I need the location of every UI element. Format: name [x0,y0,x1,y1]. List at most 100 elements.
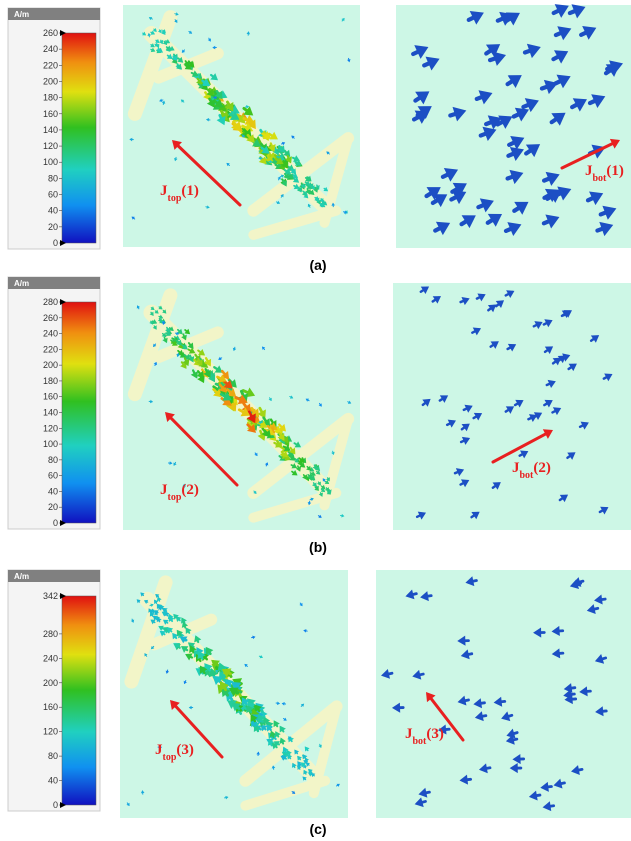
colorbar-tick-label: 180 [43,93,58,103]
field-arrow-head [166,627,174,634]
field-arrow-head [509,146,524,161]
trace-band [239,700,343,787]
field-arrow-head [327,489,332,494]
field-arrow-head [594,654,605,664]
field-arrow-head [246,119,256,130]
field-arrow-head [150,399,154,404]
field-arrow-head [284,168,292,175]
field-arrow-head [269,159,273,164]
field-arrow-head [552,407,562,416]
field-arrow-head [318,403,322,407]
field-arrow-head [318,514,322,518]
field-arrow-head [181,334,187,341]
field-arrow-head [180,362,187,369]
field-arrow-head [318,492,323,497]
field-arrow-head [250,714,258,723]
field-arrow-head [579,686,588,697]
field-arrow-head [140,790,145,794]
field-arrow-head [150,619,156,625]
field-arrow-head [326,490,332,495]
field-arrow-head [144,653,148,657]
field-arrow-head [129,137,133,142]
field-arrow-head [197,650,206,660]
field-arrow-head [257,714,266,723]
field-arrow-head [289,395,294,399]
field-arrow-head [206,88,214,97]
colorbar-tick-label: 60 [48,471,58,481]
field-arrow-head [506,290,515,299]
field-arrow-head [196,77,203,85]
field-arrow-head [320,202,326,208]
field-arrow-head [269,131,278,140]
field-arrow-head [432,296,441,304]
field-arrow-head [153,361,158,366]
field-arrow-head [294,441,302,448]
field-arrow-head [469,11,484,25]
field-arrow-head [287,754,293,760]
label-index: (3) [426,726,444,742]
field-arrow-head [455,468,465,477]
field-arrow-head [303,629,307,633]
field-arrow-head [492,51,507,66]
field-arrow-head [171,55,178,61]
field-arrow-head [460,649,470,660]
colorbar-tick-label: 260 [43,28,58,38]
field-arrow-head [190,371,198,379]
field-arrow-head [299,461,306,468]
bottom-field-panel [396,5,631,248]
field-arrow-head [313,187,319,193]
field-arrow-head [515,399,524,408]
field-arrow-head [305,398,309,402]
label-subscript: top [168,193,182,204]
field-arrow-head [498,115,513,129]
field-arrow-head [159,745,163,749]
field-arrow-head [172,632,179,640]
field-arrow-head [203,358,212,367]
field-arrow-head [189,645,197,654]
field-arrow-head [294,159,302,166]
field-arrow-head [594,594,603,605]
colorbar-tick-label: 0 [53,518,58,528]
field-arrow-head [168,326,174,331]
field-arrow-head [314,486,320,491]
field-arrow-head [438,724,447,735]
field-arrow-head [180,99,185,103]
field-arrow-head [276,200,281,205]
colorbar-tick-label: 160 [43,109,58,119]
bottom-current-label: Jbot(2) [512,460,551,481]
field-arrow-head [568,363,577,372]
field-arrow-head [187,355,195,363]
field-arrow-head [258,156,262,160]
field-arrow-head [305,189,311,195]
colorbar-tick-label: 40 [48,206,58,216]
field-arrow-head [478,90,493,105]
field-arrow-head [202,78,211,87]
field-arrow-head [391,702,401,713]
field-arrow-head [174,19,178,23]
field-arrow-head [556,74,571,89]
field-arrow-head [507,75,522,89]
field-arrow-head [572,98,587,112]
field-arrow-head [158,314,164,319]
field-arrow-head [155,38,160,44]
field-arrow-head [224,102,234,112]
field-arrow-head [564,694,573,705]
field-arrow-head [184,328,191,335]
field-arrow-head [571,4,586,19]
field-arrow-head [207,38,211,42]
field-arrow-head [545,214,560,229]
field-arrow-head [563,683,573,694]
colorbar-tick-label: 200 [43,678,58,688]
field-arrow-head [533,412,543,421]
field-arrow-head [267,144,276,153]
current-arrow-head [542,429,553,439]
field-arrow-head [414,45,429,59]
panel-caption: (b) [309,539,327,555]
field-arrow-head [212,675,223,686]
top-current-label: Jtop(2) [160,482,199,503]
field-arrow-head [126,802,130,807]
field-arrow-head [152,27,157,32]
field-arrow-head [319,198,324,203]
field-arrow-head [169,461,173,465]
colorbar-tick-label: 100 [43,439,58,449]
